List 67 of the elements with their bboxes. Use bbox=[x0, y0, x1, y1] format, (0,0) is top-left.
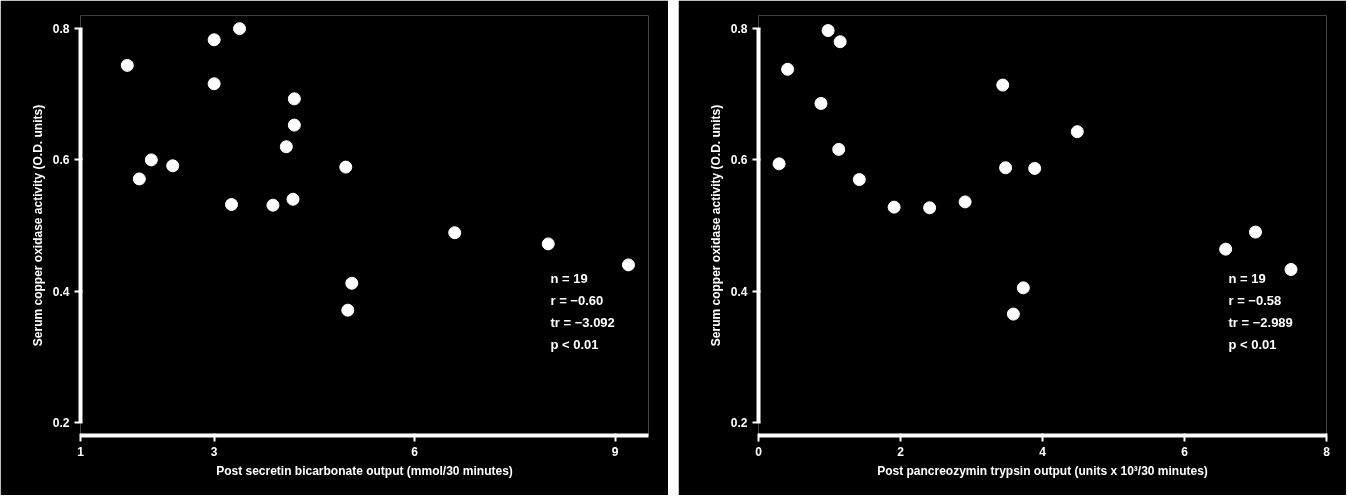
point bbox=[923, 201, 937, 215]
point bbox=[887, 200, 901, 214]
point bbox=[832, 142, 846, 156]
y-tick-label: 0.6 bbox=[52, 153, 70, 168]
x-tick-label: 4 bbox=[1039, 444, 1047, 459]
x-tick-label: 6 bbox=[411, 444, 419, 459]
point bbox=[772, 157, 786, 171]
y-axis-title: Serum copper oxidase activity (O.D. units) bbox=[708, 104, 723, 347]
point bbox=[1028, 161, 1042, 175]
annotation: n = 19 bbox=[1228, 270, 1266, 286]
annotation: tr = −3.092 bbox=[550, 314, 615, 330]
point bbox=[821, 24, 835, 38]
point bbox=[286, 192, 300, 206]
y-axis-title: Serum copper oxidase activity (O.D. units) bbox=[30, 104, 45, 347]
point bbox=[1219, 242, 1233, 256]
point bbox=[287, 92, 301, 106]
annotation: r = −0.60 bbox=[550, 292, 604, 308]
point bbox=[233, 22, 247, 36]
point bbox=[621, 258, 635, 272]
y-tick-label: 0.4 bbox=[730, 284, 748, 299]
point bbox=[1070, 125, 1084, 139]
point bbox=[345, 276, 359, 290]
x-tick-label: 3 bbox=[210, 444, 218, 459]
point bbox=[1249, 225, 1262, 239]
x-tick-label: 0 bbox=[755, 444, 763, 459]
point bbox=[341, 303, 355, 317]
y-tick-label: 0.2 bbox=[52, 415, 70, 430]
x-tick-label: 2 bbox=[897, 444, 905, 459]
point bbox=[120, 58, 134, 72]
x-tick-label: 9 bbox=[611, 444, 619, 459]
x-axis-title: Post secretin bicarbonate output (mmol/30 minutes) bbox=[216, 463, 513, 478]
point bbox=[852, 173, 866, 187]
annotation: p < 0.01 bbox=[1228, 336, 1277, 352]
point bbox=[207, 33, 221, 47]
point bbox=[166, 159, 180, 173]
point bbox=[781, 62, 795, 76]
point bbox=[279, 140, 293, 154]
point bbox=[958, 195, 972, 209]
y-tick-label: 0.8 bbox=[52, 22, 70, 37]
point bbox=[448, 226, 462, 240]
y-tick-label: 0.4 bbox=[52, 284, 70, 299]
point bbox=[814, 96, 828, 110]
point bbox=[132, 172, 146, 186]
point bbox=[833, 35, 847, 49]
point bbox=[541, 237, 555, 251]
point bbox=[287, 118, 301, 132]
point bbox=[207, 77, 221, 91]
point bbox=[996, 78, 1010, 92]
y-tick-label: 0.8 bbox=[730, 22, 748, 37]
point bbox=[1006, 307, 1020, 321]
point bbox=[999, 161, 1013, 175]
y-tick-label: 0.2 bbox=[730, 415, 748, 430]
point bbox=[144, 153, 158, 167]
point bbox=[266, 198, 280, 212]
annotation: n = 19 bbox=[550, 270, 588, 286]
point bbox=[225, 198, 239, 211]
point bbox=[1016, 281, 1030, 295]
annotation: tr = −2.989 bbox=[1228, 314, 1293, 330]
annotation: r = −0.58 bbox=[1228, 292, 1282, 308]
x-axis-title: Post pancreozymin trypsin output (units x 10³/30 minutes) bbox=[877, 463, 1208, 478]
point bbox=[1284, 262, 1298, 276]
point bbox=[339, 160, 353, 174]
x-tick-label: 1 bbox=[77, 444, 85, 459]
y-tick-label: 0.6 bbox=[730, 153, 748, 168]
x-tick-label: 8 bbox=[1323, 444, 1331, 459]
x-tick-label: 6 bbox=[1181, 444, 1189, 459]
annotation: p < 0.01 bbox=[550, 336, 599, 352]
